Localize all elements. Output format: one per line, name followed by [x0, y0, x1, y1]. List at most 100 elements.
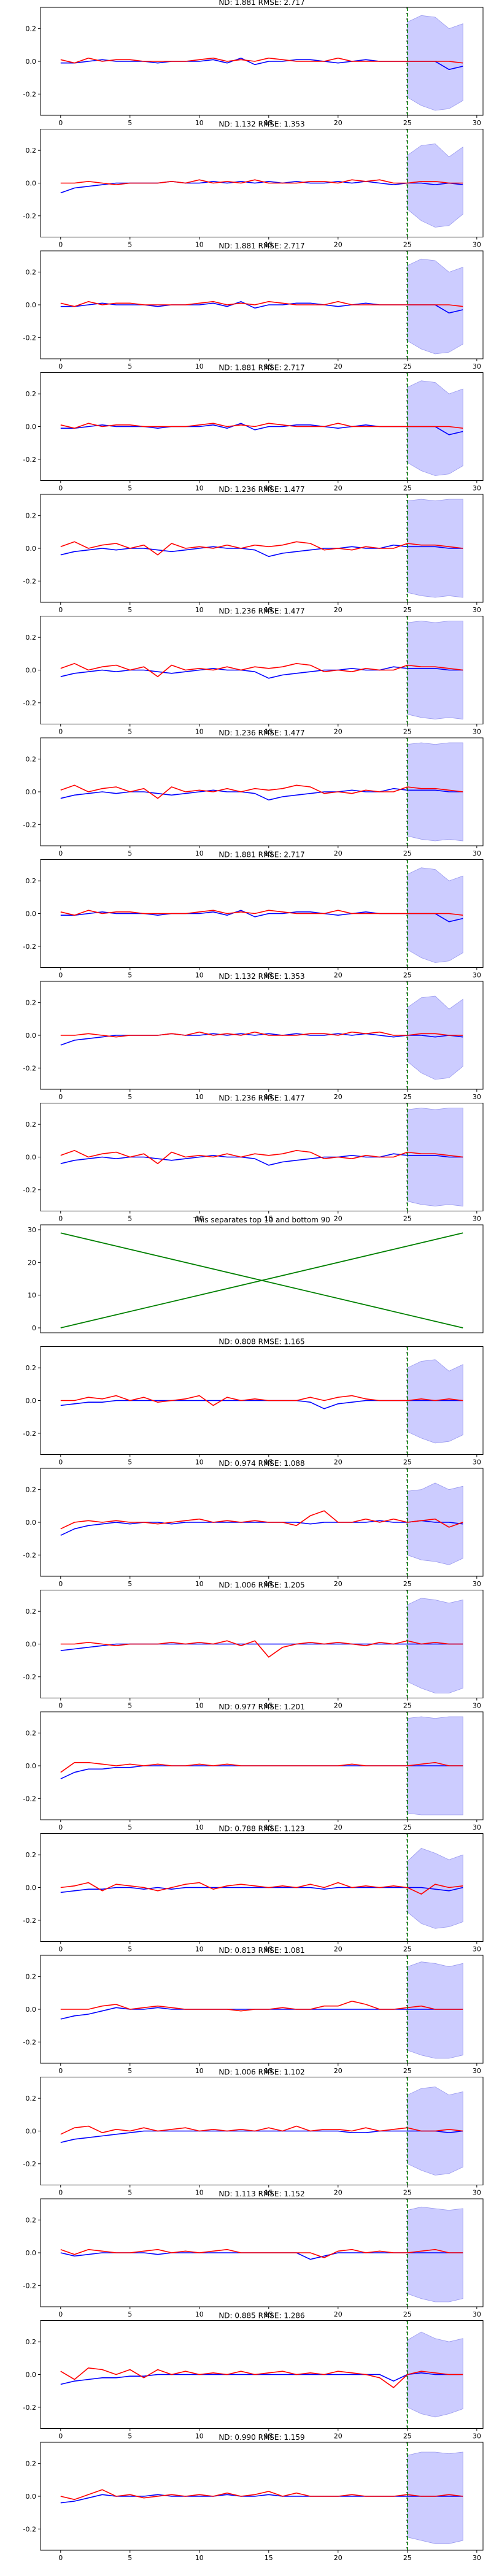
x-tick-label: 25: [403, 362, 412, 370]
subplot-title: ND: 0.813 RMSE: 1.081: [218, 1946, 304, 1955]
x-tick-label: 5: [128, 119, 132, 127]
plot-area: [60, 738, 463, 846]
x-tick-label: 20: [334, 2432, 342, 2440]
truth-series-line: [60, 2252, 463, 2260]
subplot-18: ND: 1.006 RMSE: 1.102 -0.2 0.0 0.2 0 5 10 15 20 2…: [23, 2068, 484, 2197]
x-tick-label: 10: [195, 849, 204, 857]
x-tick-label: 15: [265, 2432, 273, 2440]
subplot-title: ND: 1.113 RMSE: 1.152: [218, 2190, 304, 2198]
subplot-title: ND: 1.881 RMSE: 2.717: [218, 0, 304, 7]
x-tick-label: 25: [403, 1215, 412, 1223]
y-tick-label: -0.2: [23, 2404, 36, 2412]
x-tick-label: 15: [265, 972, 273, 979]
y-tick-label: 0.0: [26, 1641, 37, 1649]
x-tick-label: 0: [58, 1580, 63, 1588]
x-tick-label: 25: [403, 849, 412, 857]
y-tick-label: 0.2: [26, 1730, 37, 1738]
y-tick-label: -0.2: [23, 212, 36, 220]
x-tick-label: 30: [473, 972, 481, 979]
x-tick-label: 20: [334, 1093, 342, 1101]
subplot-19: ND: 1.113 RMSE: 1.152 -0.2 0.0 0.2 0 5 10 15 20 2…: [23, 2190, 484, 2318]
truth-series-line: [60, 1520, 463, 1536]
y-tick-label: 0.0: [26, 2249, 37, 2257]
plot-area: [60, 372, 463, 481]
plot-area: [60, 2320, 463, 2429]
x-tick-label: 30: [473, 2310, 481, 2318]
x-tick-label: 15: [265, 2189, 273, 2197]
x-tick-label: 20: [334, 2310, 342, 2318]
x-tick-label: 0: [58, 728, 63, 736]
x-tick-label: 15: [265, 1823, 273, 1831]
prediction-series-line: [60, 1640, 463, 1658]
x-tick-label: 5: [128, 972, 132, 979]
x-tick-label: 10: [195, 1945, 204, 1953]
prediction-series-line: [60, 1761, 463, 1773]
subplot-13: ND: 0.974 RMSE: 1.088 -0.2 0.0 0.2 0 5 10 15 20 2…: [23, 1459, 484, 1588]
x-tick-label: 30: [473, 1823, 481, 1831]
subplot-5: ND: 1.236 RMSE: 1.477 -0.2 0.0 0.2 0 5 10 15 20 2…: [23, 485, 484, 614]
x-tick-label: 20: [334, 1580, 342, 1588]
plot-area: [60, 616, 463, 724]
x-tick-label: 5: [128, 362, 132, 370]
subplot-12: ND: 0.808 RMSE: 1.165 -0.2 0.0 0.2 0 5 10 15 20 2…: [23, 1338, 484, 1466]
x-tick-label: 10: [195, 1702, 204, 1710]
x-tick-label: 0: [58, 1459, 63, 1466]
x-tick-label: 5: [128, 485, 132, 493]
prediction-interval-band: [407, 144, 463, 228]
x-tick-label: 15: [265, 606, 273, 614]
y-tick-label: 0.0: [26, 667, 37, 675]
prediction-series-line: [60, 2367, 463, 2388]
y-tick-label: -0.2: [23, 456, 36, 464]
x-tick-label: 20: [334, 2554, 342, 2562]
x-tick-label: 15: [265, 2310, 273, 2318]
x-tick-label: 15: [265, 849, 273, 857]
x-tick-label: 0: [58, 849, 63, 857]
prediction-interval-band: [407, 867, 463, 963]
plot-area: [60, 1590, 463, 1698]
prediction-series-line: [60, 1150, 463, 1164]
subplot-title: ND: 1.006 RMSE: 1.102: [218, 2068, 304, 2077]
plot-area: [60, 7, 463, 115]
x-tick-label: 25: [403, 2189, 412, 2197]
truth-series-line: [60, 2130, 463, 2143]
x-tick-label: 0: [58, 1702, 63, 1710]
x-tick-label: 10: [195, 362, 204, 370]
subplot-7: ND: 1.236 RMSE: 1.477 -0.2 0.0 0.2 0 5 10 15 20 2…: [23, 729, 484, 857]
x-tick-label: 25: [403, 1459, 412, 1466]
x-tick-label: 15: [265, 1945, 273, 1953]
x-tick-label: 5: [128, 1093, 132, 1101]
x-tick-label: 20: [334, 485, 342, 493]
y-tick-label: -0.2: [23, 1430, 36, 1438]
x-tick-label: 30: [473, 241, 481, 249]
y-tick-label: 0.0: [26, 58, 37, 66]
x-tick-label: 20: [334, 119, 342, 127]
subplot-title: This separates top 10 and bottom 90: [193, 1216, 330, 1224]
y-tick-label: 0.2: [26, 25, 37, 33]
prediction-series-line: [60, 910, 463, 916]
x-tick-label: 25: [403, 241, 412, 249]
x-tick-label: 25: [403, 1945, 412, 1953]
x-tick-label: 0: [58, 2189, 63, 2197]
subplot-title: ND: 1.236 RMSE: 1.477: [218, 729, 304, 737]
plot-area: [60, 1468, 463, 1576]
prediction-series-line: [60, 1031, 463, 1038]
y-tick-label: 0.2: [26, 1121, 37, 1129]
y-tick-label: 0.0: [26, 1154, 37, 1162]
x-tick-label: 30: [473, 119, 481, 127]
x-tick-label: 25: [403, 2554, 412, 2562]
subplot-title: ND: 1.881 RMSE: 2.717: [218, 851, 304, 859]
truth-series-line: [60, 2372, 463, 2385]
x-tick-label: 30: [473, 2554, 481, 2562]
x-tick-label: 20: [334, 849, 342, 857]
prediction-series-line: [60, 2248, 463, 2258]
x-tick-label: 5: [128, 1215, 132, 1223]
prediction-interval-band: [407, 2451, 463, 2544]
y-tick-label: -0.2: [23, 699, 36, 707]
y-tick-label: -0.2: [23, 821, 36, 829]
subplot-1: ND: 1.881 RMSE: 2.717 -0.2 0.0 0.2 0 5 10 15 20 2…: [23, 0, 484, 127]
subplot-16: ND: 0.788 RMSE: 1.123 -0.2 0.0 0.2 0 5 10 15 20 2…: [23, 1825, 484, 1953]
x-tick-label: 20: [334, 606, 342, 614]
x-tick-label: 25: [403, 606, 412, 614]
x-tick-label: 15: [265, 1459, 273, 1466]
x-tick-label: 25: [403, 1823, 412, 1831]
